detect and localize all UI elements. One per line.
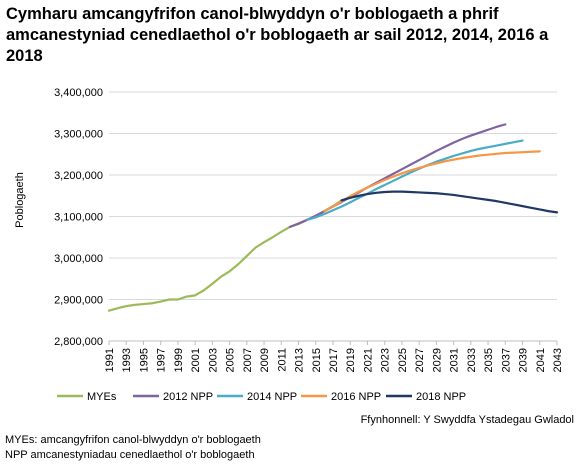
series-line-2018-npp	[340, 190, 559, 214]
footnote-myes: MYEs: amcangyfrifon canol-blwyddyn o'r b…	[5, 434, 261, 446]
legend-label: MYEs	[87, 391, 117, 403]
x-tick-label: 2015	[311, 348, 323, 372]
x-tick-label: 1997	[156, 348, 168, 372]
axes: 2,800,000 2,900,000 3,000,000 3,100,000 3,20…	[54, 87, 564, 372]
chart-title: Cymharu amcangyfrifon canol-blwyddyn o'r…	[6, 5, 549, 65]
x-tick-label: 2005	[225, 348, 237, 372]
x-tick-label: 1999	[173, 348, 185, 372]
y-tick-label: 3,100,000	[54, 212, 103, 224]
x-tick-label: 2023	[380, 348, 392, 372]
x-tick-label: 1993	[121, 348, 133, 372]
x-tick-label: 2043	[552, 348, 564, 372]
x-tick-label: 2029	[431, 348, 443, 372]
x-tick-label: 2025	[397, 348, 409, 372]
source-note: Ffynhonnell: Y Swyddfa Ystadegau Gwladol	[360, 414, 574, 426]
x-tick-label: 2007	[242, 348, 254, 372]
x-tick-label: 2019	[345, 348, 357, 372]
legend-label: 2018 NPP	[416, 391, 466, 403]
y-tick-label: 3,200,000	[54, 170, 103, 182]
y-tick-label: 3,300,000	[54, 129, 103, 141]
x-tick-label: 2039	[518, 348, 530, 372]
series-lines	[107, 123, 559, 312]
x-tick-label: 2027	[414, 348, 426, 372]
x-tick-label: 2033	[466, 348, 478, 372]
x-tick-label: 2003	[207, 348, 219, 372]
line-chart: 2,800,000 2,900,000 3,000,000 3,100,000 3,20…	[14, 87, 564, 403]
x-tick-label: 1995	[138, 348, 150, 372]
x-tick-label: 2013	[294, 348, 306, 372]
x-tick-label: 1991	[104, 348, 116, 372]
y-axis-label: Poblogaeth	[14, 172, 26, 228]
legend-label: 2014 NPP	[247, 391, 297, 403]
legend: MYEs 2012 NPP 2014 NPP 2016 NPP 2018 NPP	[57, 391, 466, 403]
y-tick-label: 3,400,000	[54, 87, 103, 99]
footnotes: MYEs: amcangyfrifon canol-blwyddyn o'r b…	[5, 433, 261, 463]
x-tick-label: 2001	[190, 348, 202, 372]
series-line-2016-npp	[323, 150, 541, 213]
series-line-2014-npp	[306, 139, 524, 221]
legend-label: 2012 NPP	[163, 391, 213, 403]
x-tick-label: 2017	[328, 348, 340, 372]
footnote-npp: NPP amcanestyniadau cenedlaethol o'r bob…	[5, 449, 255, 461]
x-tick-label: 2037	[500, 348, 512, 372]
y-tick-label: 2,800,000	[54, 336, 103, 348]
x-tick-label: 2035	[483, 348, 495, 372]
x-tick-label: 2031	[449, 348, 461, 372]
x-tick-label: 2011	[276, 348, 288, 372]
y-tick-label: 3,000,000	[54, 253, 103, 265]
legend-label: 2016 NPP	[331, 391, 381, 403]
x-tick-label: 2009	[259, 348, 271, 372]
x-tick-label: 2021	[362, 348, 374, 372]
y-tick-label: 2,900,000	[54, 295, 103, 307]
x-tick-label: 2041	[535, 348, 547, 372]
